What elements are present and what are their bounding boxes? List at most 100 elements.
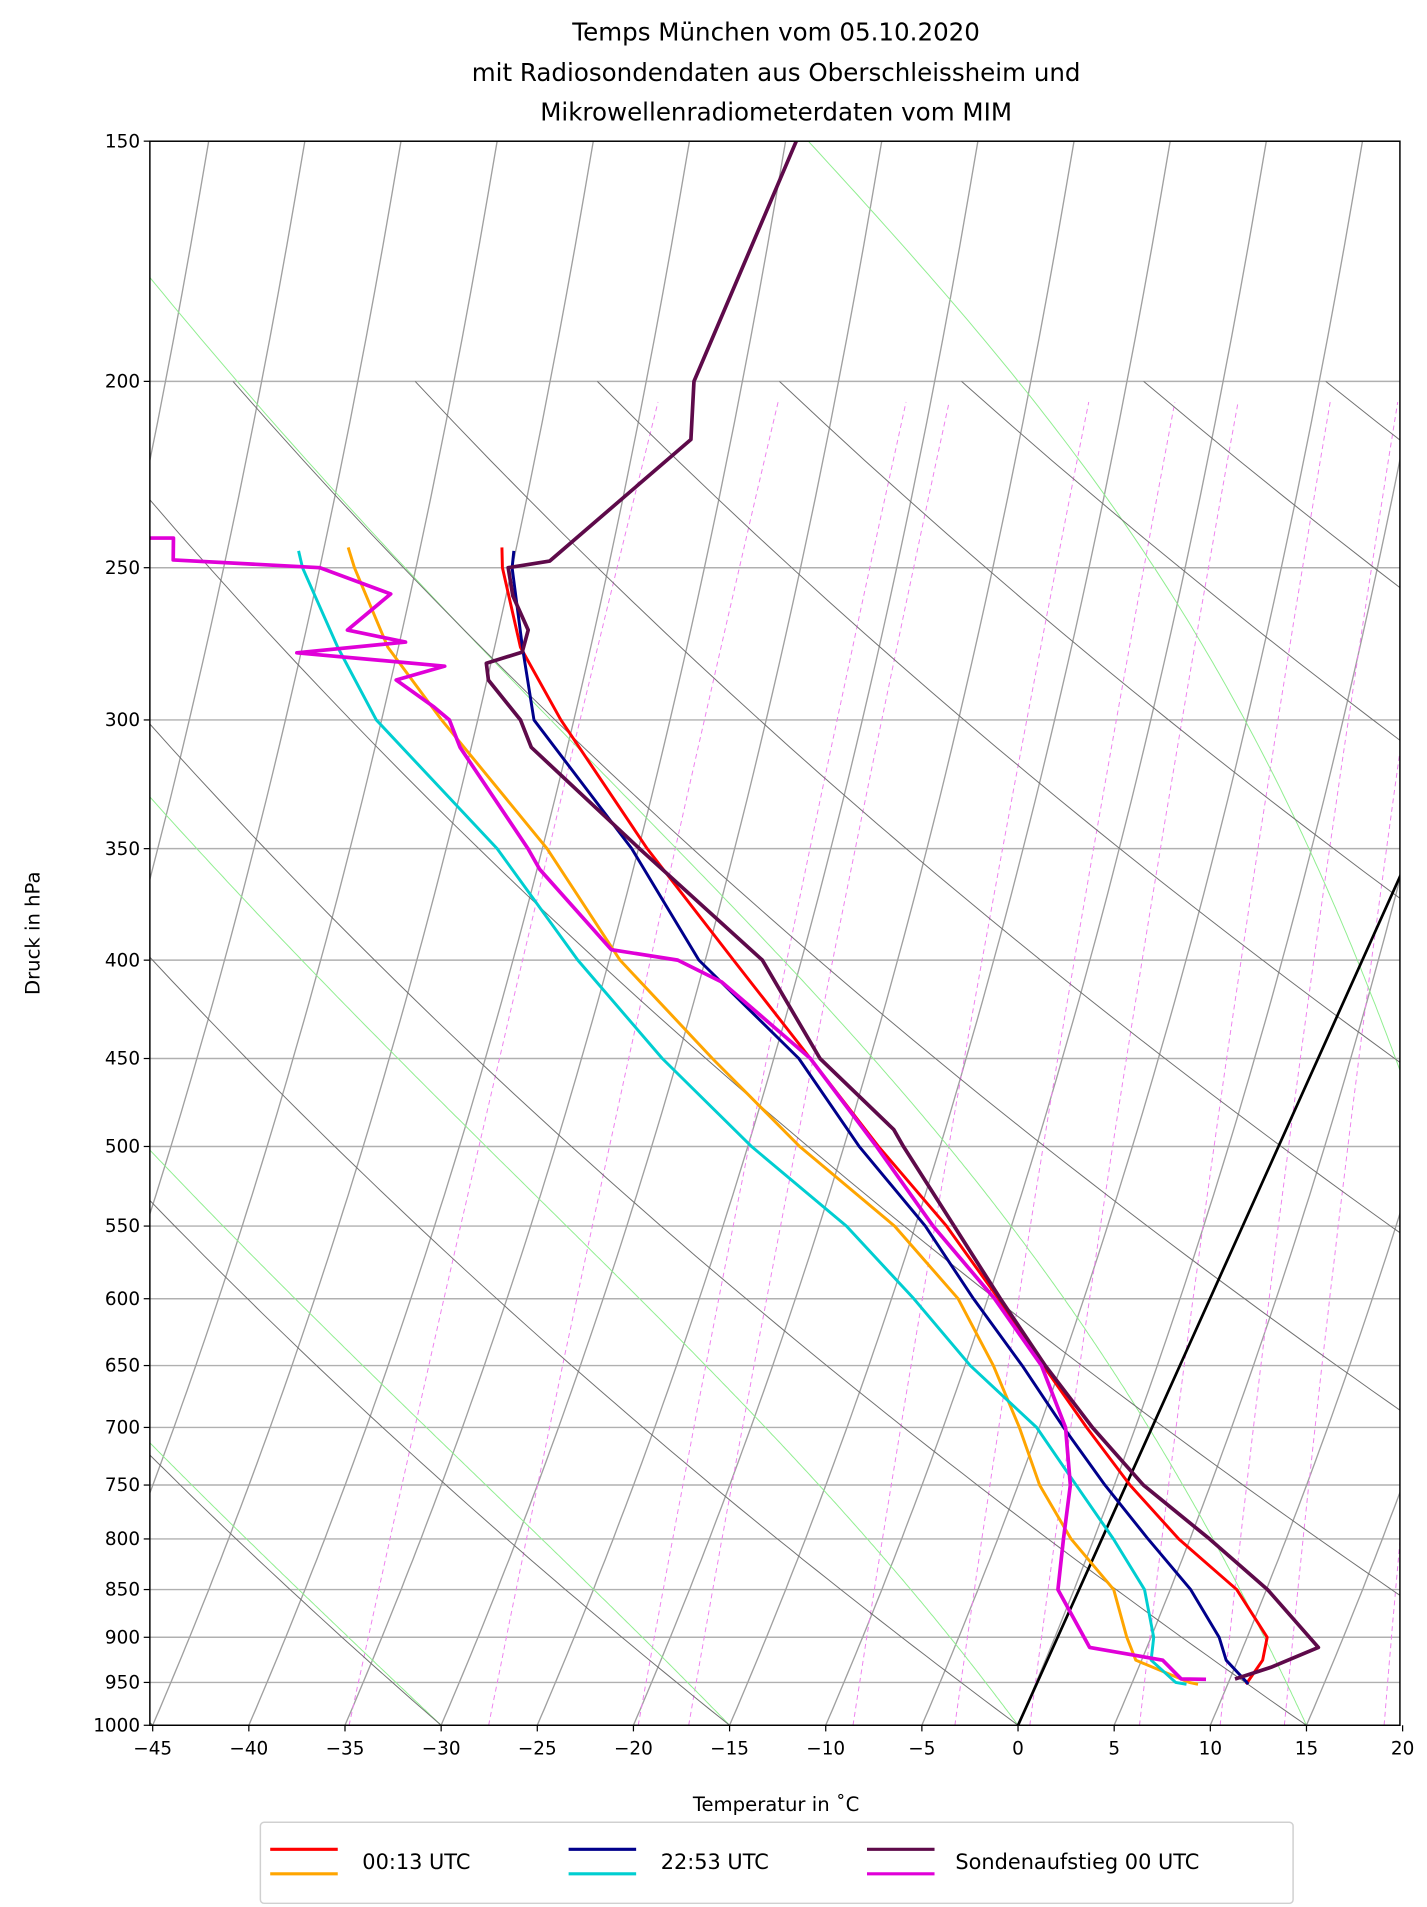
y-tick-label: 650 xyxy=(105,1356,140,1377)
y-tick-label: 700 xyxy=(105,1418,140,1439)
isotherm-line xyxy=(728,141,1171,1726)
chart-title-line-1: Temps München vom 05.10.2020 xyxy=(571,18,980,47)
mixing-ratio-lines xyxy=(348,401,1400,1726)
y-tick-label: 500 xyxy=(105,1137,140,1158)
mixing-ratio-line xyxy=(852,401,1090,1726)
dry-adiabat-line xyxy=(149,1199,730,1726)
moist-adiabat-line xyxy=(149,276,1307,1726)
y-tick-label: 200 xyxy=(105,372,140,393)
y-tick-label: 850 xyxy=(105,1580,140,1601)
x-tick-label: −10 xyxy=(806,1739,845,1760)
dry-adiabats xyxy=(149,381,1400,1726)
mixing-ratio-line xyxy=(488,401,779,1726)
y-tick-label: 300 xyxy=(105,710,140,731)
dry-adiabat-line xyxy=(414,381,1400,1234)
y-tick-label: 600 xyxy=(105,1289,140,1310)
isotherm-line xyxy=(149,141,306,883)
legend-box xyxy=(259,1821,1294,1905)
isotherms xyxy=(149,141,1400,1726)
x-tick-label: 15 xyxy=(1295,1739,1318,1760)
x-tick-label: 20 xyxy=(1391,1739,1414,1760)
isotherm-line xyxy=(921,141,1364,1726)
series-temperature-line xyxy=(510,550,1250,1686)
series-dewpoint-line xyxy=(346,546,1199,1686)
dry-adiabat-line xyxy=(779,381,1400,899)
chart-title-line-3: Mikrowellenradiometerdaten vom MIM xyxy=(540,97,1012,126)
legend: 00:13 UTC 22:53 UTC Sondenaufstieg 00 UT… xyxy=(259,1821,1294,1905)
mixing-ratio-line xyxy=(348,401,659,1726)
isotherm-line xyxy=(536,141,979,1726)
dry-adiabat-line xyxy=(596,381,1400,1063)
y-tick-label: 900 xyxy=(105,1627,140,1648)
isotherm-line xyxy=(344,141,787,1726)
x-tick-label: 5 xyxy=(1108,1739,1120,1760)
dry-adiabat-line xyxy=(149,1454,442,1726)
mixing-ratio-line xyxy=(688,401,950,1726)
x-tick-label: −25 xyxy=(518,1739,557,1760)
chart-title-line-2: mit Radiosondendaten aus Oberschleisshei… xyxy=(472,58,1081,87)
zero-isotherm xyxy=(1016,873,1400,1726)
y-tick-label: 1000 xyxy=(93,1715,140,1736)
zero-degree-isotherm xyxy=(1016,873,1400,1726)
series-temperature-line xyxy=(484,141,1321,1681)
y-tick-label: 250 xyxy=(105,558,140,579)
isotherm-line xyxy=(1017,456,1400,1726)
isotherm-line xyxy=(149,141,498,1495)
x-tick-label: −5 xyxy=(908,1739,935,1760)
y-tick-label: 150 xyxy=(105,131,140,152)
series-dewpoint-line xyxy=(297,550,1187,1686)
legend-label: Sondenaufstieg 00 UTC xyxy=(955,1850,1199,1874)
dry-adiabat-line xyxy=(232,381,1400,1411)
mixing-ratio-line xyxy=(1219,401,1399,1726)
x-tick-label: −20 xyxy=(614,1739,653,1760)
isotherm-line xyxy=(1209,1211,1400,1726)
legend-label: 00:13 UTC xyxy=(362,1850,470,1874)
isotherm-line xyxy=(152,141,594,1726)
isotherm-line xyxy=(1113,876,1400,1726)
y-tick-label: 350 xyxy=(105,839,140,860)
y-tick-label: 400 xyxy=(105,950,140,971)
plot-area xyxy=(149,141,1400,1726)
mixing-ratio-line xyxy=(1138,401,1331,1726)
moist-adiabat-line xyxy=(807,141,1400,1072)
moist-adiabat-line xyxy=(149,1149,730,1726)
isotherm-line xyxy=(248,141,691,1726)
x-axis-label: Temperatur in ˚C xyxy=(692,1793,860,1816)
y-tick-label: 800 xyxy=(105,1529,140,1550)
series-dewpoint-line xyxy=(150,536,1207,1682)
plot-frame xyxy=(149,140,1401,1727)
series-temperature-line xyxy=(500,547,1269,1686)
y-tick-label: 550 xyxy=(105,1216,140,1237)
isotherm-line xyxy=(632,141,1075,1726)
moist-adiabat-line xyxy=(149,1442,442,1726)
y-axis-ticks: 150 200 250 300 350 400 450 500 550 600 650 700 750 8… xyxy=(93,131,150,1736)
x-tick-label: −40 xyxy=(229,1739,268,1760)
profile-series xyxy=(150,141,1321,1686)
x-tick-label: −15 xyxy=(710,1739,749,1760)
mixing-ratio-line xyxy=(637,401,907,1726)
y-tick-label: 750 xyxy=(105,1475,140,1496)
legend-entry-2253: 22:53 UTC xyxy=(568,1847,769,1876)
mixing-ratio-line xyxy=(1283,748,1400,1726)
y-tick-label: 450 xyxy=(105,1049,140,1070)
dry-adiabat-line xyxy=(149,956,1019,1726)
legend-label: 22:53 UTC xyxy=(661,1850,769,1874)
x-tick-label: −45 xyxy=(133,1739,172,1760)
x-tick-label: 0 xyxy=(1012,1739,1024,1760)
legend-entry-0013: 00:13 UTC xyxy=(270,1847,470,1876)
y-tick-label: 950 xyxy=(105,1673,140,1694)
x-axis-ticks: −45 −40 −35 −30 −25 −20 −15 −10 −5 0 5 10 15 20 xyxy=(133,1725,1414,1760)
dry-adiabat-line xyxy=(149,723,1307,1726)
legend-entry-sonde: Sondenaufstieg 00 UTC xyxy=(866,1847,1199,1876)
moist-adiabat-line xyxy=(149,796,1019,1726)
x-tick-label: 10 xyxy=(1199,1739,1222,1760)
moist-adiabats xyxy=(149,141,1400,1726)
x-tick-label: −35 xyxy=(326,1739,365,1760)
isotherm-line xyxy=(825,141,1267,1726)
isotherm-line xyxy=(149,141,402,1217)
isotherm-line xyxy=(1305,1490,1400,1726)
y-axis-label: Druck in hPa xyxy=(21,871,44,995)
x-tick-label: −30 xyxy=(422,1739,461,1760)
